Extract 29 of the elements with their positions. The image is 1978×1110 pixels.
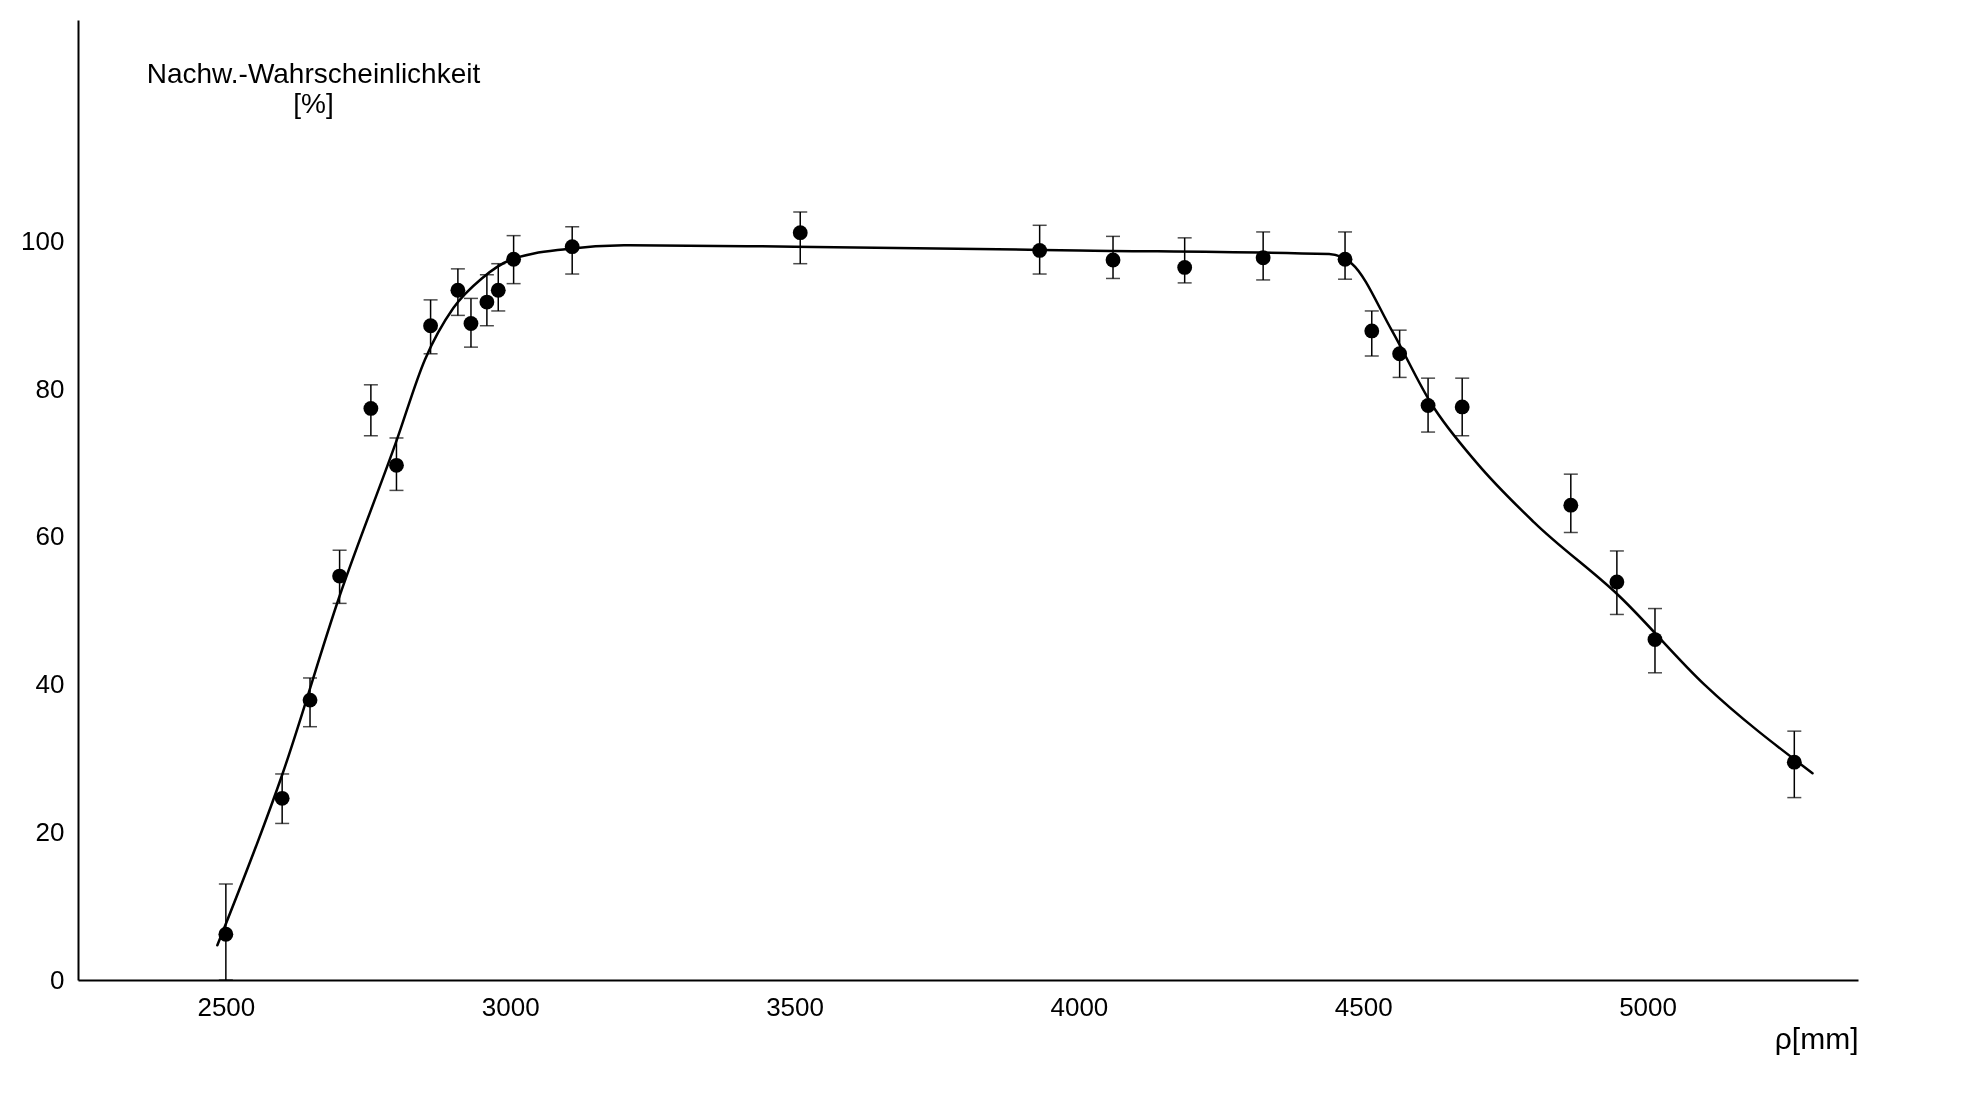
point bbox=[1105, 252, 1121, 268]
point bbox=[450, 282, 466, 298]
y-tick-label: 20 bbox=[35, 816, 65, 847]
y-tick-label: 80 bbox=[35, 373, 65, 404]
y-axis-title: Nachw.-Wahrscheinlichkeit [%] bbox=[146, 57, 481, 119]
point bbox=[463, 316, 479, 331]
x-tick-label: 2500 bbox=[197, 991, 256, 1022]
x-tick-label: 3500 bbox=[766, 991, 824, 1022]
point bbox=[423, 318, 438, 334]
point bbox=[1364, 323, 1380, 339]
y-tick-label: 0 bbox=[50, 964, 65, 995]
point bbox=[479, 294, 495, 310]
x-tick-label: 4000 bbox=[1050, 991, 1109, 1022]
point bbox=[1454, 399, 1470, 415]
point bbox=[274, 790, 290, 806]
point bbox=[1563, 497, 1579, 513]
point bbox=[389, 457, 404, 473]
x-tick-label: 4500 bbox=[1334, 991, 1393, 1022]
y-tick-label: 100 bbox=[21, 226, 65, 257]
x-axis-title: ρ[mm] bbox=[1774, 1021, 1859, 1055]
point bbox=[490, 282, 506, 298]
x-tick-label: 5000 bbox=[1619, 991, 1678, 1022]
point bbox=[363, 401, 379, 416]
point bbox=[1177, 259, 1193, 275]
point bbox=[792, 225, 808, 241]
x-tick-label: 3000 bbox=[481, 991, 540, 1022]
point bbox=[1609, 574, 1625, 590]
y-tick-label: 60 bbox=[35, 521, 65, 552]
y-tick-label: 40 bbox=[35, 669, 65, 700]
